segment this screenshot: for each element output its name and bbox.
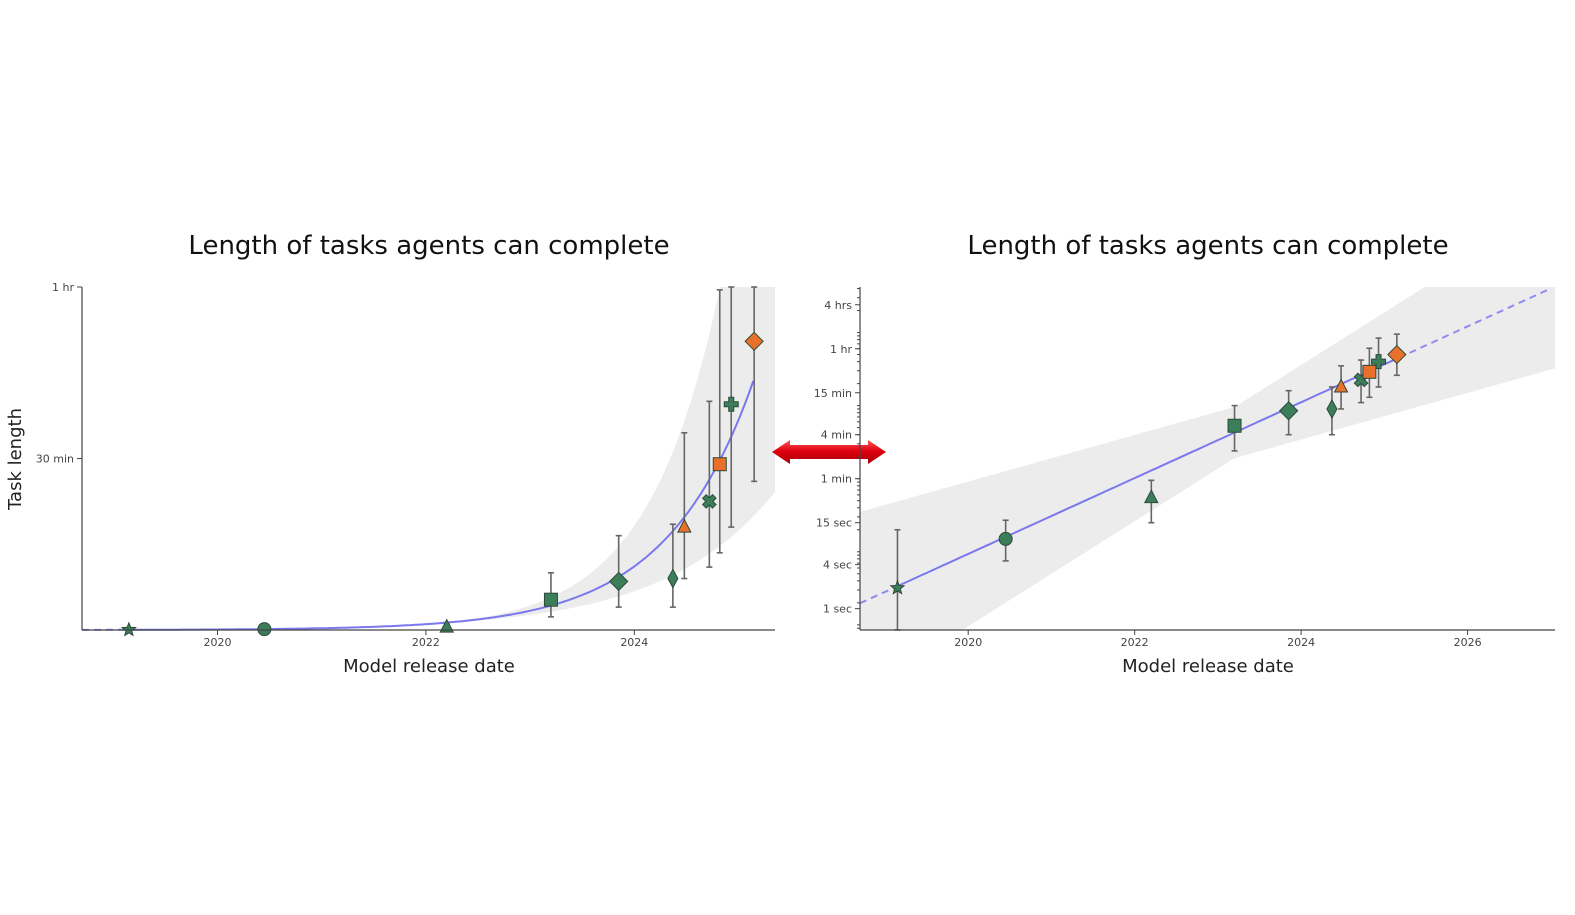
data-point-plus [1371, 354, 1387, 370]
linear-chart: Length of tasks agents can complete 2020… [5, 231, 775, 677]
x-tick-label: 2026 [1454, 636, 1482, 649]
x-tick-label: 2022 [1121, 636, 1149, 649]
data-point-square [712, 457, 727, 472]
fit-line-extrapolated [1398, 287, 1552, 359]
data-point-square [543, 592, 558, 607]
x-tick-label: 2024 [1287, 636, 1315, 649]
double-arrow-icon [772, 440, 886, 464]
data-point-triangle [439, 618, 455, 633]
y-tick-label: 1 sec [823, 603, 852, 616]
left-x-axis-label: Model release date [343, 656, 515, 677]
x-tick-label: 2024 [620, 636, 648, 649]
right-x-axis-label: Model release date [1122, 656, 1294, 677]
y-tick-label: 15 sec [816, 517, 852, 530]
data-point-diamond [1278, 401, 1299, 421]
y-tick-label: 1 hr [830, 343, 852, 356]
data-point-x [701, 493, 717, 509]
data-point-star [889, 579, 906, 595]
y-tick-label: 4 min [821, 429, 852, 442]
y-tick-label: 1 min [821, 473, 852, 486]
data-point-plus [723, 396, 739, 412]
y-tick-label: 15 min [814, 387, 852, 400]
x-tick-label: 2020 [954, 636, 982, 649]
y-tick-label: 1 hr [52, 281, 74, 294]
data-point-star [120, 621, 137, 637]
left-y-axis-label: Task length [5, 408, 26, 511]
data-point-diamond [608, 571, 629, 592]
fit-line-extrapolated [859, 586, 896, 605]
data-point-triangle [1143, 489, 1159, 504]
right-chart-title: Length of tasks agents can complete [967, 231, 1448, 261]
data-point-circle [998, 531, 1013, 546]
x-tick-label: 2020 [203, 636, 231, 649]
data-point-circle [257, 622, 272, 637]
data-point-diamond [744, 331, 764, 352]
x-tick-label: 2022 [412, 636, 440, 649]
data-point-thin-diamond [1326, 398, 1338, 419]
data-point-thin-diamond [667, 568, 679, 589]
data-point-diamond [1387, 344, 1407, 365]
data-point-triangle [677, 518, 692, 533]
y-tick-label: 4 hrs [824, 299, 852, 312]
confidence-band [860, 287, 1555, 630]
left-chart-title: Length of tasks agents can complete [188, 231, 669, 261]
data-point-square [1227, 418, 1242, 433]
log-chart: Length of tasks agents can complete 2020… [814, 231, 1555, 677]
y-tick-label: 4 sec [823, 559, 852, 572]
confidence-band [373, 287, 775, 628]
data-point-square [1362, 364, 1377, 379]
y-tick-label: 30 min [36, 453, 74, 466]
fit-line [898, 358, 1395, 587]
data-point-triangle [1333, 378, 1349, 393]
